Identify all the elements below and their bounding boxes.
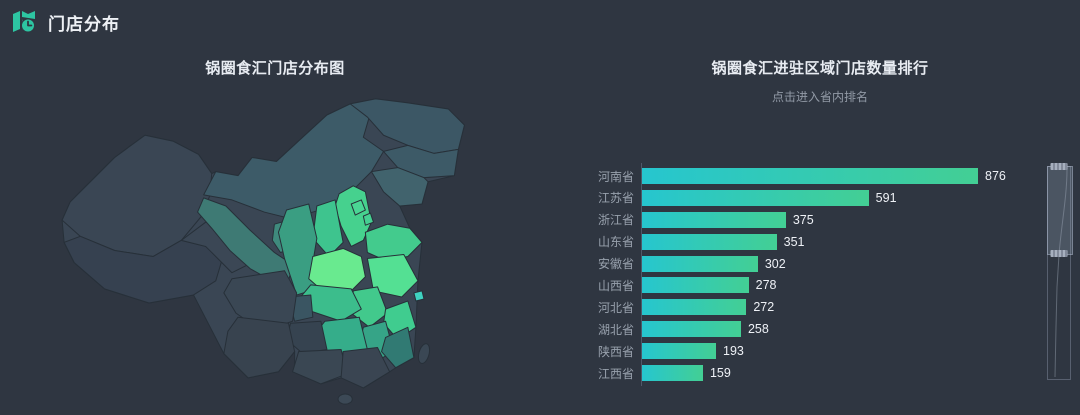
- bar-row: 陕西省 193: [558, 343, 1040, 360]
- bar-plot-area: 258: [642, 321, 1040, 338]
- bar-value-label: 351: [783, 234, 805, 249]
- bar-row: 湖北省 258: [558, 321, 1040, 338]
- province-beijing[interactable]: [350, 199, 366, 216]
- bar-row: 河南省 876: [558, 168, 1040, 184]
- province-tianjin[interactable]: [362, 212, 374, 226]
- bar-value-label: 591: [875, 190, 897, 205]
- bar-plot-area: 272: [642, 299, 1040, 316]
- map-clock-icon: [13, 11, 36, 33]
- bar-value-label: 375: [792, 212, 814, 227]
- bar-category-label: 河北省: [597, 300, 634, 315]
- bar-plot-area: 375: [642, 211, 1040, 228]
- province-henan[interactable]: [308, 247, 366, 294]
- province-guangxi[interactable]: [292, 349, 348, 385]
- bar-plot-area: 278: [642, 277, 1040, 294]
- datazoom-handle-top[interactable]: [1050, 163, 1068, 170]
- bar[interactable]: [642, 255, 758, 272]
- bar-category-label: 山西省: [597, 278, 634, 293]
- bar-plot-area: 351: [642, 233, 1040, 250]
- province-liaoning[interactable]: [370, 167, 429, 207]
- bar-chart-rows: 河南省 876 江苏省 591 浙江省 375 山东省 351 安徽省 302 山西省 278 河北省 2…: [558, 168, 1040, 382]
- bar-value-label: 302: [764, 256, 786, 271]
- bar[interactable]: [642, 189, 869, 206]
- bar[interactable]: [642, 343, 717, 360]
- province-shandong[interactable]: [364, 223, 423, 262]
- bar-row: 浙江省 375: [558, 211, 1040, 228]
- bar-row: 河北省 272: [558, 299, 1040, 316]
- bar-category-label: 山东省: [597, 235, 634, 250]
- y-axis-line: [641, 163, 642, 386]
- app-header: 门店分布: [10, 8, 120, 36]
- rank-chart-subtitle: 点击进入省内排名: [771, 90, 868, 104]
- province-hainan[interactable]: [337, 393, 353, 405]
- bar[interactable]: [642, 277, 749, 294]
- datazoom-selection[interactable]: [1047, 166, 1073, 255]
- bar-row: 山东省 351: [558, 233, 1040, 250]
- bar-category-label: 江苏省: [597, 191, 634, 206]
- bar[interactable]: [642, 299, 747, 316]
- province-jiangsu[interactable]: [366, 254, 419, 298]
- bar-row: 江苏省 591: [558, 189, 1040, 206]
- bar-row: 安徽省 302: [558, 255, 1040, 272]
- page-title: 门店分布: [48, 14, 120, 34]
- bar-plot-area: 302: [642, 255, 1040, 272]
- bar-value-label: 278: [755, 278, 777, 293]
- bar[interactable]: [642, 211, 786, 228]
- province-yunnan[interactable]: [223, 316, 296, 379]
- bar-row: 山西省 278: [558, 277, 1040, 294]
- bar-category-label: 河南省: [597, 169, 634, 184]
- datazoom-handle-bottom[interactable]: [1050, 250, 1068, 257]
- china-map: [61, 98, 465, 405]
- province-fujian[interactable]: [381, 326, 415, 369]
- bar-plot-area: 159: [642, 365, 1040, 382]
- datazoom-track[interactable]: [1047, 163, 1073, 380]
- province-taiwan[interactable]: [417, 343, 432, 365]
- bar[interactable]: [642, 321, 741, 338]
- datazoom-shadow: [1054, 168, 1068, 378]
- bar-value-label: 159: [709, 366, 731, 381]
- province-guangdong[interactable]: [340, 347, 391, 389]
- bar-category-label: 浙江省: [597, 213, 634, 228]
- bar-value-label: 272: [753, 300, 775, 315]
- bar-plot-area: 193: [642, 343, 1040, 360]
- bar-plot-area: 876: [642, 168, 1040, 184]
- bar-value-label: 193: [723, 344, 744, 359]
- bar-category-label: 江西省: [597, 366, 634, 381]
- map-chart-title: 锅圈食汇门店分布图: [205, 60, 345, 77]
- bar-value-label: 258: [747, 322, 769, 337]
- bar-category-label: 湖北省: [597, 322, 634, 337]
- bar-category-label: 陕西省: [597, 344, 634, 359]
- bar[interactable]: [642, 365, 703, 382]
- rank-chart-title: 锅圈食汇进驻区域门店数量排行: [711, 60, 929, 77]
- bar-category-label: 安徽省: [597, 257, 634, 272]
- bar-value-label: 876: [985, 169, 1006, 183]
- bar-plot-area: 591: [642, 189, 1040, 206]
- bar[interactable]: [642, 168, 978, 184]
- province-shanghai[interactable]: [413, 290, 425, 302]
- bar[interactable]: [642, 233, 777, 250]
- bar-row: 江西省 159: [558, 365, 1040, 382]
- province-tibet[interactable]: [63, 235, 223, 304]
